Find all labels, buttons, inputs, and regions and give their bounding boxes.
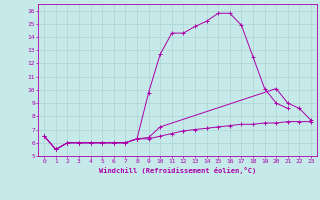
X-axis label: Windchill (Refroidissement éolien,°C): Windchill (Refroidissement éolien,°C) bbox=[99, 167, 256, 174]
